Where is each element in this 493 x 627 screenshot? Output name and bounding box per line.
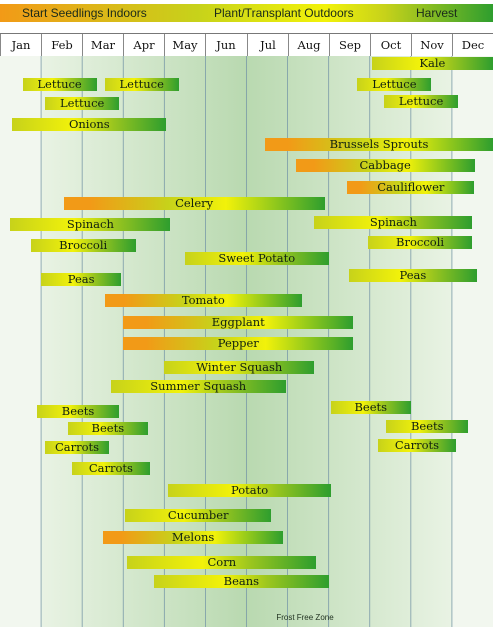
crop-bar-label: Peas (399, 268, 427, 282)
month-label: Jul (247, 34, 288, 56)
crop-bar-label: Eggplant (211, 315, 265, 329)
crop-bar: Onions (12, 117, 167, 131)
crop-bar: Lettuce (22, 77, 97, 91)
month-label: Nov (411, 34, 452, 56)
crop-bar: Broccoli (30, 238, 136, 252)
crop-bar-label: Potato (230, 483, 269, 497)
crop-bar-label: Beets (410, 419, 444, 433)
crop-bar: Beets (386, 419, 469, 433)
crop-bar-label: Melons (171, 530, 215, 544)
crop-bar: Potato (168, 483, 331, 497)
crop-bar: Eggplant (123, 315, 354, 329)
crop-bar-label: Sweet Potato (218, 251, 296, 265)
crop-bar-label: Brussels Sprouts (329, 137, 429, 151)
month-label: Oct (370, 34, 411, 56)
crop-bar-label: Winter Squash (196, 360, 283, 374)
crop-bar: Cucumber (125, 508, 272, 522)
crop-bar-label: Spinach (369, 215, 417, 229)
crop-bar: Beets (36, 404, 120, 418)
crop-bar: Pepper (123, 336, 354, 350)
crop-bar: Celery (63, 196, 325, 210)
crop-bar: Winter Squash (164, 360, 315, 374)
crop-bar: Spinach (314, 215, 473, 229)
month-label: Apr (123, 34, 164, 56)
crop-bar: Spinach (10, 217, 171, 231)
month-label: Mar (82, 34, 123, 56)
crop-bar: Broccoli (367, 235, 473, 249)
crop-bar-label: Kale (419, 56, 446, 70)
crop-bar-label: Peas (67, 272, 95, 286)
crop-bar: Beets (67, 421, 148, 435)
crop-bar-label: Carrots (88, 461, 133, 475)
crop-bar-label: Beans (223, 574, 260, 588)
crop-bar: Lettuce (104, 77, 179, 91)
crop-bar-label: Cabbage (359, 158, 411, 172)
month-label: Jun (205, 34, 246, 56)
crop-bar-label: Spinach (66, 217, 114, 231)
crop-bar-label: Tomato (181, 293, 225, 307)
crop-bar-label: Broccoli (396, 235, 445, 249)
crop-bar-label: Corn (207, 555, 237, 569)
crop-bar-label: Cauliflower (377, 180, 445, 194)
crop-bar: Beets (330, 400, 411, 414)
crop-bar-label: Beets (354, 400, 388, 414)
crop-bar: Cabbage (295, 158, 475, 172)
crop-bar: Corn (127, 555, 317, 569)
crop-bar-label: Pepper (217, 336, 259, 350)
frost-free-zone-label: Frost Free Zone (276, 613, 334, 622)
crop-bar-label: Carrots (54, 440, 100, 454)
month-label: Jan (0, 34, 41, 56)
crop-bar-label: Lettuce (59, 96, 105, 110)
crop-bar: Lettuce (357, 77, 432, 91)
crop-bar: Beans (154, 574, 329, 588)
crop-bar: Sweet Potato (184, 251, 329, 265)
crop-bar: Summer Squash (110, 379, 286, 393)
crop-bar: Peas (41, 272, 122, 286)
crop-bar: Kale (371, 56, 493, 70)
crop-bar-label: Lettuce (398, 94, 444, 108)
month-label: Feb (41, 34, 82, 56)
month-label: May (164, 34, 205, 56)
crop-bar-label: Lettuce (372, 77, 417, 91)
crop-bar: Lettuce (384, 94, 459, 108)
crop-bar-label: Lettuce (37, 77, 82, 91)
month-label: Sep (329, 34, 370, 56)
month-label: Dec (452, 34, 493, 56)
legend: Start Seedlings Indoors Plant/Transplant… (0, 4, 493, 22)
month-label: Aug (288, 34, 329, 56)
crop-bar-label: Onions (68, 117, 110, 131)
legend-start-label: Start Seedlings Indoors (22, 6, 147, 20)
crop-bar-label: Carrots (394, 438, 440, 452)
legend-harvest-label: Harvest (416, 6, 458, 20)
legend-transplant-label: Plant/Transplant Outdoors (214, 6, 354, 20)
crop-bar: Tomato (104, 293, 302, 307)
crop-bar-label: Celery (175, 196, 214, 210)
crop-bar: Carrots (45, 440, 109, 454)
crop-bar: Carrots (377, 438, 456, 452)
crop-bar: Melons (102, 530, 284, 544)
crop-bar: Lettuce (45, 96, 120, 110)
crop-bar-label: Beets (61, 404, 95, 418)
crop-bar-label: Beets (91, 421, 125, 435)
crop-bar: Carrots (71, 461, 150, 475)
crop-bar-label: Broccoli (59, 238, 108, 252)
crop-bar-label: Cucumber (167, 508, 229, 522)
crop-bar-label: Lettuce (119, 77, 164, 91)
crop-bar-label: Summer Squash (150, 379, 247, 393)
crop-bar: Peas (349, 268, 477, 282)
crop-bar: Brussels Sprouts (264, 137, 493, 151)
crop-bar: Cauliflower (347, 180, 475, 194)
